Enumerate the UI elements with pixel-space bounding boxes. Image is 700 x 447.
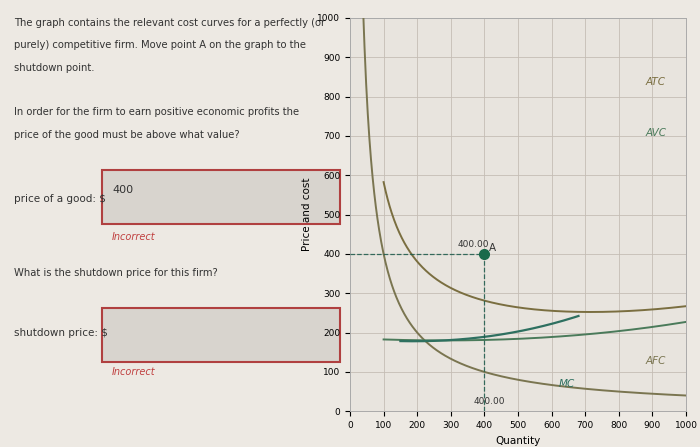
FancyBboxPatch shape — [102, 308, 340, 362]
Text: What is the shutdown price for this firm?: What is the shutdown price for this firm… — [14, 268, 218, 278]
X-axis label: Quantity: Quantity — [496, 435, 540, 446]
Text: AVC: AVC — [645, 128, 666, 138]
Text: 400.00: 400.00 — [458, 240, 489, 249]
Text: MC: MC — [559, 379, 575, 389]
Text: shutdown point.: shutdown point. — [14, 63, 94, 72]
Text: purely) competitive firm. Move point A on the graph to the: purely) competitive firm. Move point A o… — [14, 40, 306, 50]
Text: 400.00: 400.00 — [474, 397, 505, 406]
Text: In order for the firm to earn positive economic profits the: In order for the firm to earn positive e… — [14, 107, 299, 117]
Text: shutdown price: $: shutdown price: $ — [14, 328, 108, 338]
Text: AFC: AFC — [645, 356, 666, 366]
Y-axis label: Price and cost: Price and cost — [302, 178, 312, 251]
Text: The graph contains the relevant cost curves for a perfectly (or: The graph contains the relevant cost cur… — [14, 18, 325, 28]
FancyBboxPatch shape — [102, 170, 340, 224]
Text: price of the good must be above what value?: price of the good must be above what val… — [14, 130, 239, 139]
Text: 400: 400 — [112, 185, 133, 195]
Text: ATC: ATC — [645, 77, 666, 87]
Text: Incorrect: Incorrect — [112, 232, 155, 242]
Text: price of a good: $: price of a good: $ — [14, 194, 106, 204]
Text: A: A — [489, 243, 496, 253]
Text: Incorrect: Incorrect — [112, 367, 155, 376]
